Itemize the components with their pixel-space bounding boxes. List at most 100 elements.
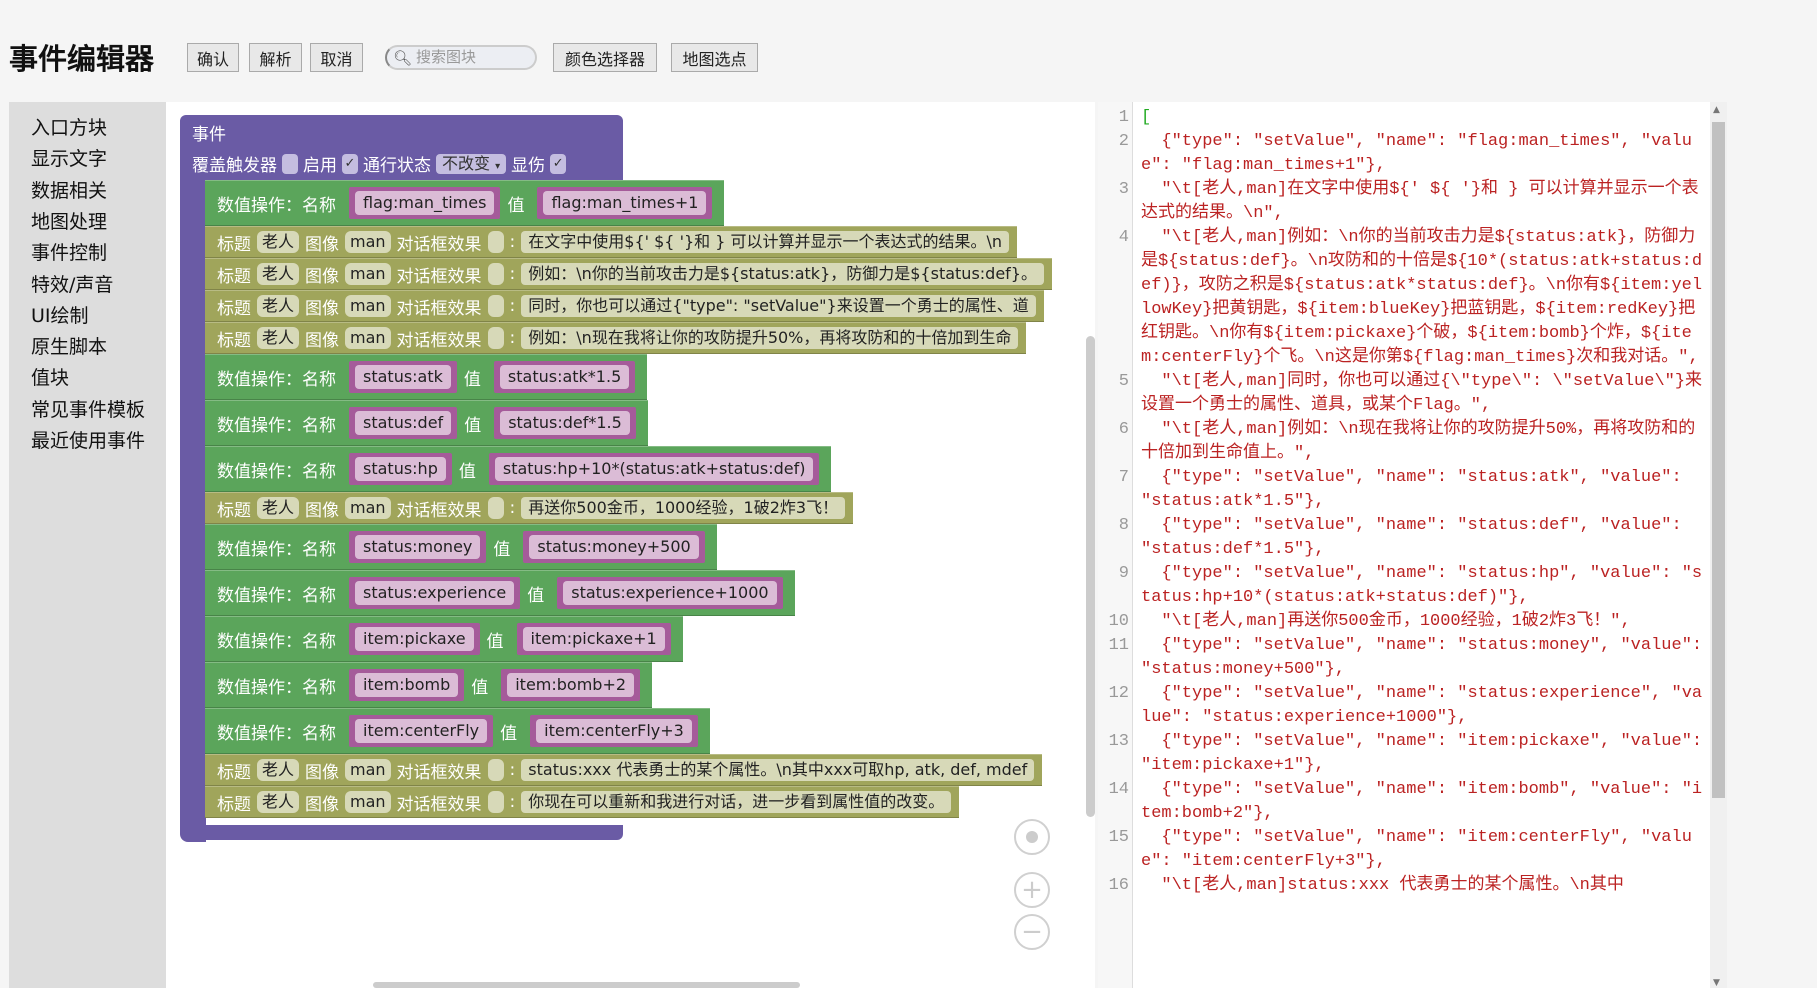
- pass-state-dropdown[interactable]: 不改变 ▾: [436, 153, 507, 174]
- value-expression-block[interactable]: item:centerFly+3: [530, 715, 698, 747]
- value-expression-block[interactable]: status:experience+1000: [557, 577, 783, 609]
- sidebar-item[interactable]: 事件控制: [31, 242, 108, 265]
- effect-field[interactable]: [487, 263, 504, 285]
- variable-name[interactable]: item:bomb: [355, 673, 459, 697]
- show-text-block[interactable]: 标题 老人 图像 man 对话框效果: status:xxx 代表勇士的某个属性。\n其中…: [205, 754, 1043, 786]
- line-text[interactable]: {"type": "setValue", "name": "status:mon…: [1141, 636, 1713, 679]
- sidebar-item[interactable]: 值块: [31, 367, 70, 390]
- value-expression-block[interactable]: status:atk*1.5: [493, 361, 636, 393]
- value-expression[interactable]: item:centerFly+3: [536, 719, 692, 743]
- value-expression-block[interactable]: flag:man_times+1: [537, 187, 713, 219]
- editor-scroll-thumb[interactable]: [1712, 122, 1725, 798]
- effect-field[interactable]: [487, 759, 504, 781]
- variable-name-block[interactable]: status:hp: [349, 453, 452, 485]
- show-text-block[interactable]: 标题 老人 图像 man 对话框效果: 在文字中使用${' ${ '}和 } 可以计算并显…: [205, 226, 1018, 258]
- value-expression-block[interactable]: status:hp+10*(status:atk+status:def): [488, 453, 820, 485]
- damage-checkbox[interactable]: ✓: [550, 153, 567, 174]
- variable-name-block[interactable]: status:def: [349, 407, 458, 439]
- variable-name[interactable]: item:centerFly: [355, 719, 488, 743]
- line-text[interactable]: {"type": "setValue", "name": "status:hp"…: [1141, 564, 1703, 607]
- enable-checkbox[interactable]: ✓: [342, 153, 358, 174]
- effect-field[interactable]: [487, 231, 504, 253]
- variable-name-block[interactable]: item:centerFly: [349, 715, 494, 747]
- show-text-block[interactable]: 标题 老人 图像 man 对话框效果: 同时，你也可以通过{"type": "setVal…: [205, 290, 1044, 322]
- sidebar-item[interactable]: 数据相关: [31, 179, 108, 202]
- block-search[interactable]: 🔍︎: [385, 45, 537, 70]
- scroll-down-icon[interactable]: ▼: [1713, 978, 1720, 988]
- sidebar-item[interactable]: 原生脚本: [31, 336, 108, 359]
- line-text[interactable]: "\t[老人,man]例如：\n现在我将让你的攻防提升50%，再将攻防和的十倍加…: [1141, 420, 1696, 463]
- line-text[interactable]: {"type": "setValue", "name": "item:cente…: [1141, 828, 1692, 871]
- set-value-block[interactable]: 数值操作：名称 status:atk 值 status:atk*1.5: [205, 354, 648, 400]
- value-expression[interactable]: status:experience+1000: [563, 581, 777, 605]
- speaker-field[interactable]: 老人: [257, 295, 300, 317]
- variable-name-block[interactable]: item:pickaxe: [349, 623, 480, 655]
- text-field[interactable]: status:xxx 代表勇士的某个属性。\n其中xxx可取hp, atk, d…: [521, 759, 1035, 781]
- effect-field[interactable]: [487, 497, 504, 519]
- line-text[interactable]: {"type": "setValue", "name": "item:bomb"…: [1141, 780, 1703, 823]
- image-field[interactable]: man: [345, 497, 391, 519]
- editor-scrollbar[interactable]: ▲ ▼: [1710, 102, 1727, 988]
- show-text-block[interactable]: 标题 老人 图像 man 对话框效果: 例如：\n你的当前攻击力是${status:atk…: [205, 258, 1052, 290]
- variable-name-block[interactable]: status:atk: [349, 361, 457, 393]
- search-input[interactable]: [416, 49, 537, 66]
- effect-field[interactable]: [487, 791, 504, 813]
- image-field[interactable]: man: [345, 295, 391, 317]
- speaker-field[interactable]: 老人: [257, 497, 300, 519]
- sidebar-item[interactable]: UI绘制: [31, 304, 89, 327]
- value-expression[interactable]: item:bomb+2: [507, 673, 635, 697]
- line-text[interactable]: {"type": "setValue", "name": "status:exp…: [1141, 684, 1703, 727]
- recenter-icon[interactable]: [1014, 819, 1050, 855]
- speaker-field[interactable]: 老人: [257, 791, 300, 813]
- workspace-horizontal-scrollbar[interactable]: [373, 982, 800, 988]
- workspace-vertical-scrollbar[interactable]: [1086, 336, 1095, 817]
- sidebar-item[interactable]: 入口方块: [31, 117, 108, 139]
- line-text[interactable]: {"type": "setValue", "name": "status:def…: [1141, 516, 1692, 559]
- variable-name[interactable]: status:hp: [355, 457, 446, 481]
- speaker-field[interactable]: 老人: [257, 263, 300, 285]
- show-text-block[interactable]: 标题 老人 图像 man 对话框效果: 你现在可以重新和我进行对话，进一步看到属性值的改变…: [205, 786, 960, 818]
- show-text-block[interactable]: 标题 老人 图像 man 对话框效果: 例如：\n现在我将让你的攻防提升50%，再将攻防和…: [205, 322, 1027, 354]
- set-value-block[interactable]: 数值操作：名称 status:money 值 status:money+500: [205, 524, 717, 570]
- variable-name-block[interactable]: flag:man_times: [349, 187, 501, 219]
- variable-name[interactable]: status:def: [355, 411, 452, 435]
- sidebar-item[interactable]: 显示文字: [31, 148, 108, 171]
- line-text[interactable]: {"type": "setValue", "name": "status:atk…: [1141, 468, 1692, 511]
- line-text[interactable]: "\t[老人,man]同时，你也可以通过{\"type\": \"setValu…: [1141, 372, 1703, 415]
- image-field[interactable]: man: [345, 231, 391, 253]
- value-expression[interactable]: status:hp+10*(status:atk+status:def): [494, 457, 814, 481]
- value-expression-block[interactable]: status:def*1.5: [494, 407, 636, 439]
- set-value-block[interactable]: 数值操作：名称 flag:man_times 值 flag:man_times+1: [205, 180, 725, 226]
- image-field[interactable]: man: [345, 263, 391, 285]
- set-value-block[interactable]: 数值操作：名称 status:hp 值 status:hp+10*(status:at…: [205, 446, 832, 492]
- sidebar-item[interactable]: 最近使用事件: [31, 430, 146, 452]
- set-value-block[interactable]: 数值操作：名称 status:def 值 status:def*1.5: [205, 400, 648, 446]
- text-field[interactable]: 例如：\n你的当前攻击力是${status:atk}，防御力是${status:…: [521, 263, 1044, 285]
- value-expression[interactable]: item:pickaxe+1: [522, 627, 665, 651]
- value-expression[interactable]: flag:man_times+1: [543, 191, 707, 215]
- zoom-out-icon[interactable]: −: [1014, 914, 1050, 950]
- show-text-block[interactable]: 标题 老人 图像 man 对话框效果: 再送你500金币，1000经验，1破2炸3飞！: [205, 492, 854, 524]
- override-checkbox[interactable]: [282, 153, 298, 174]
- value-expression[interactable]: status:atk*1.5: [499, 365, 630, 389]
- sidebar-item[interactable]: 特效/声音: [31, 273, 114, 296]
- text-field[interactable]: 再送你500金币，1000经验，1破2炸3飞！: [521, 497, 846, 519]
- set-value-block[interactable]: 数值操作：名称 item:centerFly 值 item:centerFly+3: [205, 708, 710, 754]
- set-value-block[interactable]: 数值操作：名称 item:pickaxe 值 item:pickaxe+1: [205, 616, 683, 662]
- set-value-block[interactable]: 数值操作：名称 status:experience 值 status:experien…: [205, 570, 795, 616]
- sidebar-item[interactable]: 地图处理: [31, 210, 108, 233]
- variable-name[interactable]: status:experience: [355, 581, 515, 605]
- event-block[interactable]: 事件 覆盖触发器 启用 ✓ 通行状态 不改变 ▾ 显伤 ✓: [180, 115, 623, 188]
- image-field[interactable]: man: [345, 327, 391, 349]
- parse-button[interactable]: 解析: [249, 43, 302, 72]
- line-text[interactable]: "\t[老人,man]status:xxx 代表勇士的某个属性。\n其中: [1141, 876, 1624, 895]
- value-expression-block[interactable]: status:money+500: [523, 531, 705, 563]
- text-field[interactable]: 你现在可以重新和我进行对话，进一步看到属性值的改变。: [521, 791, 952, 813]
- code-editor[interactable]: 1[2 {"type": "setValue", "name": "flag:m…: [1098, 102, 1727, 988]
- variable-name-block[interactable]: status:money: [349, 531, 487, 563]
- speaker-field[interactable]: 老人: [257, 327, 300, 349]
- variable-name-block[interactable]: item:bomb: [349, 669, 465, 701]
- text-field[interactable]: 在文字中使用${' ${ '}和 } 可以计算并显示一个表达式的结果。\n: [521, 231, 1010, 253]
- effect-field[interactable]: [487, 327, 504, 349]
- effect-field[interactable]: [487, 295, 504, 317]
